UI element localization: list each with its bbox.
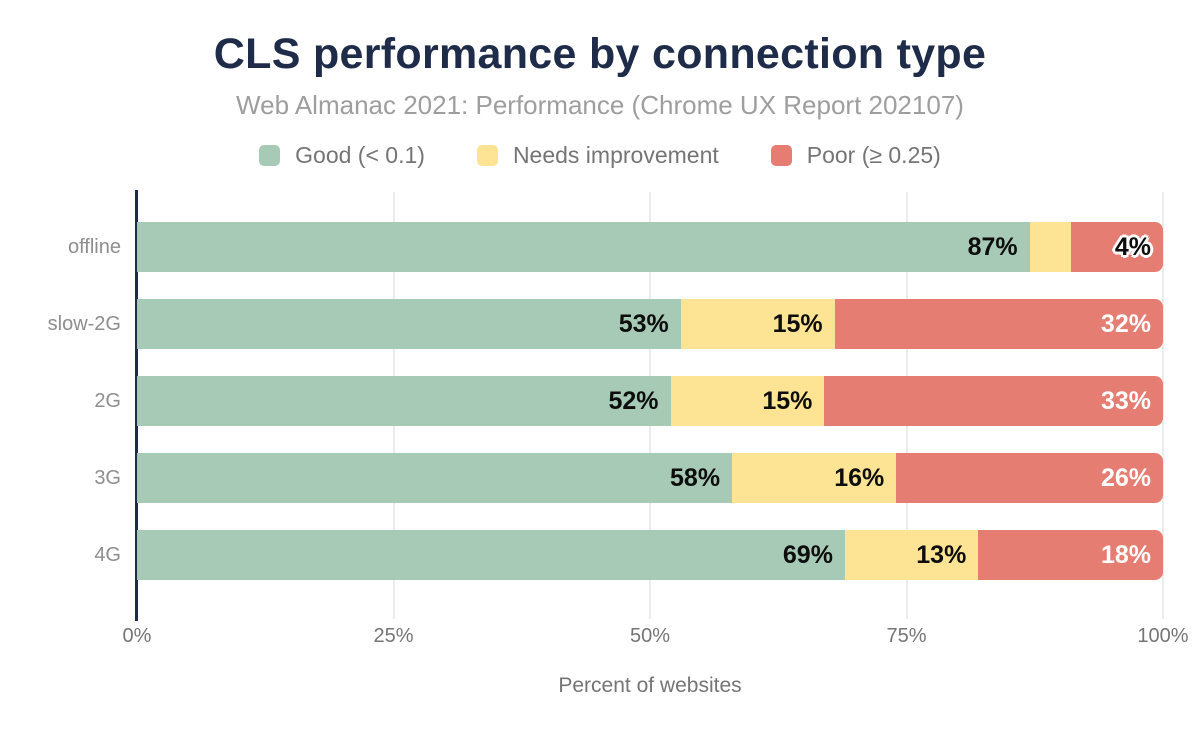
needs-improvement-swatch-icon bbox=[476, 145, 498, 166]
bar-segment-label: 52% bbox=[608, 386, 659, 415]
bar-segment-label: 15% bbox=[762, 386, 813, 415]
legend-item-needs-improvement: Needs improvement bbox=[476, 142, 719, 169]
legend-label-needs-improvement: Needs improvement bbox=[512, 142, 719, 168]
bar-segment: 26% bbox=[896, 453, 1163, 503]
bar-segment-label: 53% bbox=[618, 309, 669, 338]
y-axis-line bbox=[135, 190, 138, 621]
bar-segment: 58% bbox=[137, 453, 733, 503]
poor-swatch-icon bbox=[770, 145, 792, 166]
category-label-offline: offline bbox=[67, 236, 121, 258]
bar-segment-label: 87% bbox=[967, 232, 1018, 261]
good-swatch-icon bbox=[259, 145, 281, 166]
legend-item-good: Good (< 0.1) bbox=[259, 142, 425, 169]
bar-segment: 15% bbox=[670, 376, 825, 426]
bar-segment: 18% bbox=[978, 530, 1163, 580]
legend-label-poor: Poor (≥ 0.25) bbox=[806, 142, 941, 168]
chart-title: CLS performance by connection type bbox=[213, 30, 987, 78]
bar-segment: 87% bbox=[137, 222, 1030, 272]
x-tick-label-25: 25% bbox=[373, 625, 414, 647]
bar-row-3G: 58% 16% 26% bbox=[137, 453, 1163, 503]
bar-segment: 33% bbox=[824, 376, 1163, 426]
bar-segment: 52% bbox=[137, 376, 671, 426]
bar-segment-label: 32% bbox=[1100, 309, 1151, 338]
bar-segment bbox=[1029, 222, 1071, 272]
bar-segment-label: 4% bbox=[1114, 232, 1151, 261]
bar-segment-label: 26% bbox=[1100, 463, 1151, 492]
bar-segment: 32% bbox=[834, 299, 1163, 349]
bar-segment: 13% bbox=[844, 530, 979, 580]
bar-segment-label: 15% bbox=[772, 309, 823, 338]
x-tick-label-0: 0% bbox=[122, 625, 152, 647]
legend-item-poor: Poor (≥ 0.25) bbox=[770, 142, 941, 169]
bar-segment: 69% bbox=[137, 530, 845, 580]
category-label-2G: 2G bbox=[94, 390, 121, 412]
category-label-slow-2G: slow-2G bbox=[47, 313, 121, 335]
bar-segment-label: 16% bbox=[834, 463, 885, 492]
x-tick-label-100: 100% bbox=[1137, 625, 1189, 647]
bar-segment-label: 18% bbox=[1100, 540, 1151, 569]
bar-segment-label: 33% bbox=[1100, 386, 1151, 415]
bar-row-slow-2G: 53% 15% 32% bbox=[137, 299, 1163, 349]
x-tick-label-50: 50% bbox=[629, 625, 671, 647]
x-tick-label-75: 75% bbox=[886, 625, 927, 647]
bar-row-offline: 87% 4% bbox=[137, 222, 1163, 272]
bar-segment: 4% bbox=[1070, 222, 1163, 272]
bar-segment: 53% bbox=[137, 299, 681, 349]
bar-segment-label: 69% bbox=[782, 540, 833, 569]
bar-row-2G: 52% 15% 33% bbox=[137, 376, 1163, 426]
category-label-4G: 4G bbox=[94, 544, 121, 566]
gridline-100 bbox=[1162, 192, 1164, 619]
chart-plot-area: 0% 25% 50% 75% 100% offline 87% 4% slow-2G 53% 15%… bbox=[48, 190, 1189, 647]
bar-segment: 16% bbox=[732, 453, 897, 503]
chart-legend: Good (< 0.1) Needs improvement Poor (≥ 0… bbox=[0, 142, 1200, 169]
legend-label-good: Good (< 0.1) bbox=[295, 142, 425, 168]
chart-subtitle: Web Almanac 2021: Performance (Chrome UX… bbox=[236, 90, 964, 120]
bar-segment-label: 58% bbox=[670, 463, 721, 492]
category-label-3G: 3G bbox=[94, 467, 121, 489]
x-axis-title: Percent of websites bbox=[558, 674, 742, 697]
bar-row-4G: 69% 13% 18% bbox=[137, 530, 1163, 580]
bar-segment-label: 13% bbox=[916, 540, 967, 569]
bar-segment: 15% bbox=[680, 299, 835, 349]
